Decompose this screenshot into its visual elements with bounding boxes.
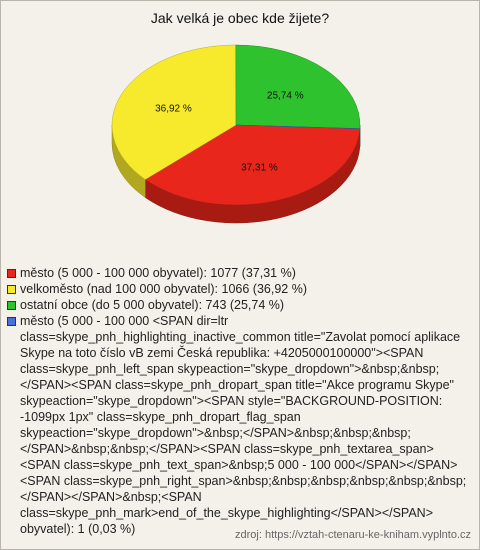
slice-label: 37,31 %: [241, 162, 278, 173]
legend-label: ostatní obce (do 5 000 obyvatel): 743 (2…: [20, 298, 285, 312]
legend-swatch: [7, 301, 16, 310]
source: zdroj: https://vztah-ctenaru-ke-kniham.v…: [235, 529, 471, 541]
legend-item: město (5 000 - 100 000 obyvatel): 1077 (…: [7, 265, 469, 281]
pie-slice: [144, 124, 361, 206]
pie-slice: [111, 44, 237, 180]
pie-slice: [235, 124, 361, 130]
chart-title: Jak velká je obec kde žijete?: [151, 10, 329, 26]
legend-item: velkoměsto (nad 100 000 obyvatel): 1066 …: [7, 281, 469, 297]
slice-label: 36,92 %: [155, 103, 192, 114]
legend-item: město (5 000 - 100 000 <SPAN dir=ltr cla…: [7, 313, 469, 537]
legend-label: velkoměsto (nad 100 000 obyvatel): 1066 …: [20, 282, 307, 296]
legend-swatch: [7, 269, 16, 278]
legend-swatch: [7, 317, 16, 326]
pie-slice: [235, 44, 361, 129]
legend: město (5 000 - 100 000 obyvatel): 1077 (…: [7, 265, 469, 537]
pie-tops: [111, 44, 361, 206]
slice-label: 25,74 %: [267, 91, 304, 102]
legend-label: město (5 000 - 100 000 <SPAN dir=ltr cla…: [20, 314, 467, 536]
legend-label: město (5 000 - 100 000 obyvatel): 1077 (…: [20, 266, 296, 280]
chart: Jak velká je obec kde žijete? 37,31 % 36,…: [111, 10, 361, 224]
legend-item: ostatní obce (do 5 000 obyvatel): 743 (2…: [7, 297, 469, 313]
legend-swatch: [7, 285, 16, 294]
